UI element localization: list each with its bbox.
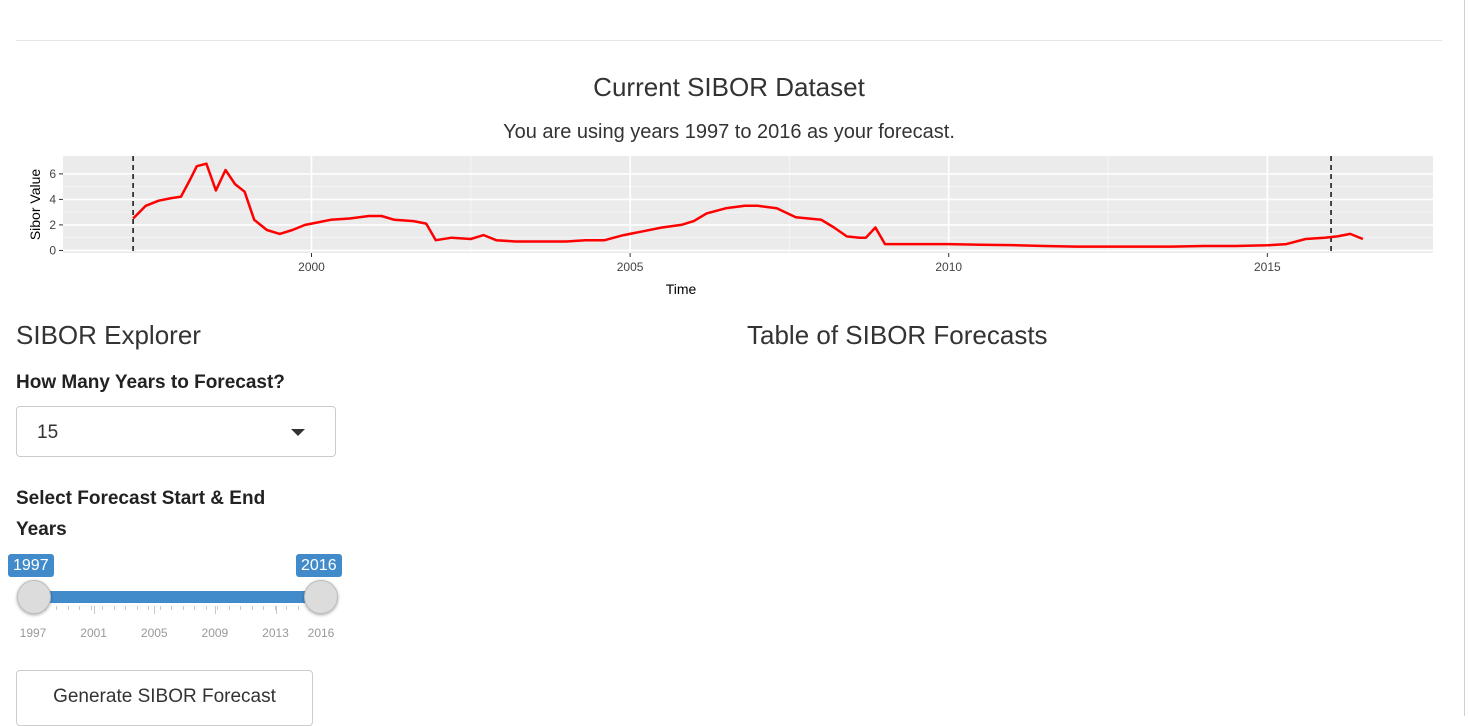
y-tick-label: 2: [49, 218, 56, 232]
slider-grid-label: 1997: [19, 626, 47, 640]
slider-minor-tick: [217, 606, 219, 610]
slider-minor-tick: [159, 606, 161, 610]
y-axis-label: Sibor Value: [27, 169, 43, 241]
slider-minor-tick: [274, 606, 276, 610]
slider-to-badge: 2016: [296, 554, 342, 577]
slider-major-tick: [275, 606, 277, 614]
slider-minor-tick: [194, 606, 196, 610]
slider-minor-tick: [240, 606, 242, 610]
years-to-forecast-select[interactable]: 15: [16, 406, 336, 457]
x-tick-label: 2000: [298, 260, 325, 274]
y-tick-label: 0: [49, 243, 56, 257]
slider-range-bar[interactable]: [32, 591, 322, 603]
chart-panel: [63, 156, 1433, 253]
slider-minor-tick: [251, 606, 253, 610]
slider-minor-tick: [113, 606, 115, 610]
chart-axes: 2000 2005 2010 2015 0 2 4 6: [49, 167, 1281, 274]
slider-major-tick: [214, 606, 216, 614]
slider-minor-tick: [228, 606, 230, 610]
forecast-range-text: You are using years 1997 to 2016 as your…: [503, 121, 955, 143]
x-tick-label: 2010: [935, 260, 962, 274]
slider-grid-label: 2013: [262, 626, 289, 640]
slider-from-badge: 1997: [8, 554, 54, 577]
slider-to-handle[interactable]: [304, 580, 338, 614]
caret-down-icon: [291, 429, 305, 436]
slider-grid-label: 2009: [201, 626, 229, 640]
slider-minor-tick: [90, 606, 92, 610]
range-label-line2: Years: [16, 519, 67, 540]
year-range-slider[interactable]: 1997 2016 1997 2001 2005 2009 2013 2016: [0, 550, 350, 650]
series-line: [132, 162, 1364, 248]
chart-grid: [63, 156, 1433, 253]
slider-from-handle[interactable]: [17, 580, 51, 614]
slider-grid-label: 2016: [307, 626, 335, 640]
generate-forecast-button[interactable]: Generate SIBOR Forecast: [16, 670, 313, 726]
table-heading: Table of SIBOR Forecasts: [747, 320, 1048, 350]
slider-minor-tick: [182, 606, 184, 610]
sidebar-heading: SIBOR Explorer: [16, 320, 201, 350]
slider-grid-label: 2005: [140, 626, 168, 640]
x-axis-label: Time: [666, 281, 697, 297]
y-tick-label: 6: [49, 167, 56, 181]
x-tick-label: 2005: [617, 260, 644, 274]
slider-minor-tick: [79, 606, 81, 610]
sibor-line-chart: 2000 2005 2010 2015 0 2 4 6 Time Sibor Value: [27, 156, 1433, 297]
slider-minor-tick: [136, 606, 138, 610]
slider-minor-tick: [56, 606, 58, 610]
header-divider: [16, 40, 1442, 41]
slider-minor-tick: [102, 606, 104, 610]
chart-vlines: [132, 156, 1332, 253]
page-title: Current SIBOR Dataset: [593, 72, 865, 102]
y-tick-label: 4: [49, 192, 56, 206]
slider-grid-label: 2001: [80, 626, 107, 640]
slider-minor-tick: [67, 606, 69, 610]
slider-minor-tick: [297, 606, 299, 610]
slider-major-tick: [93, 606, 95, 614]
slider-minor-tick: [263, 606, 265, 610]
slider-major-tick: [154, 606, 156, 614]
slider-minor-tick: [148, 606, 150, 610]
years-to-forecast-label: How Many Years to Forecast?: [16, 372, 285, 393]
slider-minor-tick: [125, 606, 127, 610]
range-label-line1: Select Forecast Start & End: [16, 488, 266, 509]
x-tick-label: 2015: [1254, 260, 1281, 274]
window-edge: [1464, 0, 1465, 716]
range-label: Select Forecast Start & End Years: [16, 483, 265, 545]
slider-minor-tick: [286, 606, 288, 610]
slider-minor-tick: [205, 606, 207, 610]
slider-minor-tick: [171, 606, 173, 610]
select-value: 15: [37, 422, 59, 443]
